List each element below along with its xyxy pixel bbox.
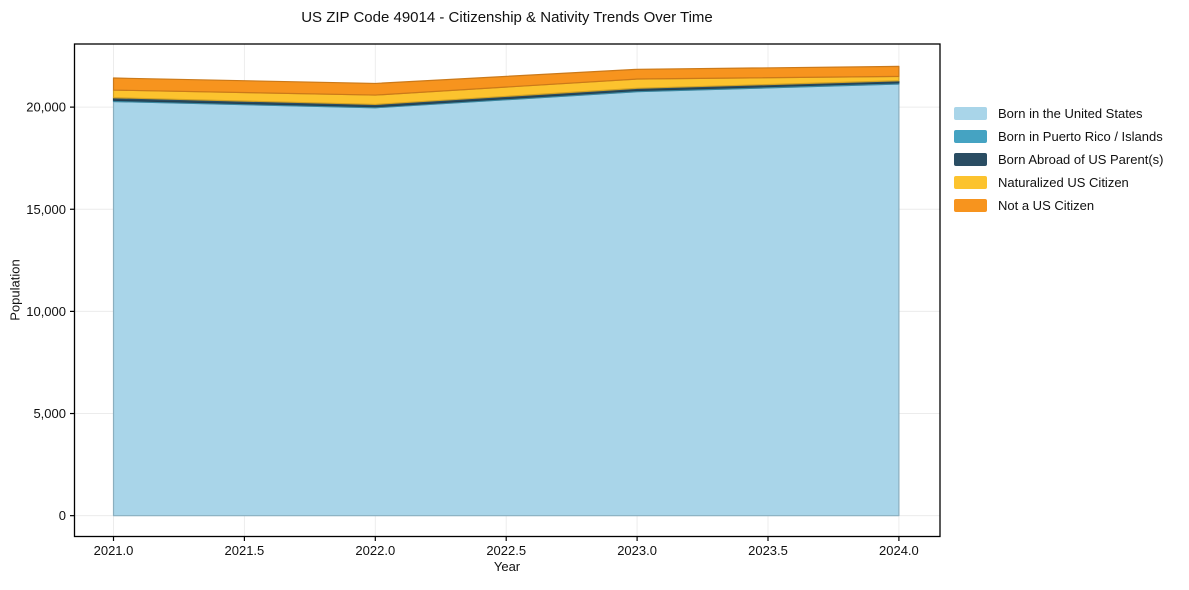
legend-swatch <box>954 153 987 166</box>
y-tick-label: 10,000 <box>26 304 66 319</box>
legend-item: Naturalized US Citizen <box>954 176 1163 189</box>
legend-label: Born in the United States <box>998 106 1143 121</box>
x-tick-label: 2023.0 <box>617 543 657 558</box>
legend: Born in the United States Born in Puerto … <box>954 107 1163 212</box>
y-tick-label: 5,000 <box>33 406 66 421</box>
y-tick-label: 20,000 <box>26 100 66 115</box>
area-series <box>112 65 900 96</box>
legend-swatch <box>954 176 987 189</box>
legend-label: Not a US Citizen <box>998 198 1095 213</box>
area-series <box>112 83 900 517</box>
x-tick-label: 2022.0 <box>355 543 395 558</box>
x-tick-label: 2021.0 <box>94 543 134 558</box>
legend-item: Not a US Citizen <box>954 199 1163 212</box>
x-tick-label: 2022.5 <box>486 543 526 558</box>
legend-label: Born Abroad of US Parent(s) <box>998 152 1164 167</box>
x-axis-label: Year <box>493 559 521 574</box>
x-tick-label: 2023.5 <box>748 543 788 558</box>
legend-swatch <box>954 107 987 120</box>
y-tick-label: 15,000 <box>26 202 66 217</box>
chart-title: US ZIP Code 49014 - Citizenship & Nativi… <box>301 9 713 26</box>
x-tick-label: 2024.0 <box>879 543 919 558</box>
legend-item: Born in Puerto Rico / Islands <box>954 130 1163 143</box>
legend-label: Born in Puerto Rico / Islands <box>998 129 1163 144</box>
legend-item: Born Abroad of US Parent(s) <box>954 153 1163 166</box>
legend-swatch <box>954 199 987 212</box>
legend-label: Naturalized US Citizen <box>998 175 1129 190</box>
legend-item: Born in the United States <box>954 107 1163 120</box>
y-axis-label: Population <box>7 259 23 321</box>
legend-swatch <box>954 130 987 143</box>
x-tick-label: 2021.5 <box>225 543 265 558</box>
y-tick-label: 0 <box>59 508 66 523</box>
